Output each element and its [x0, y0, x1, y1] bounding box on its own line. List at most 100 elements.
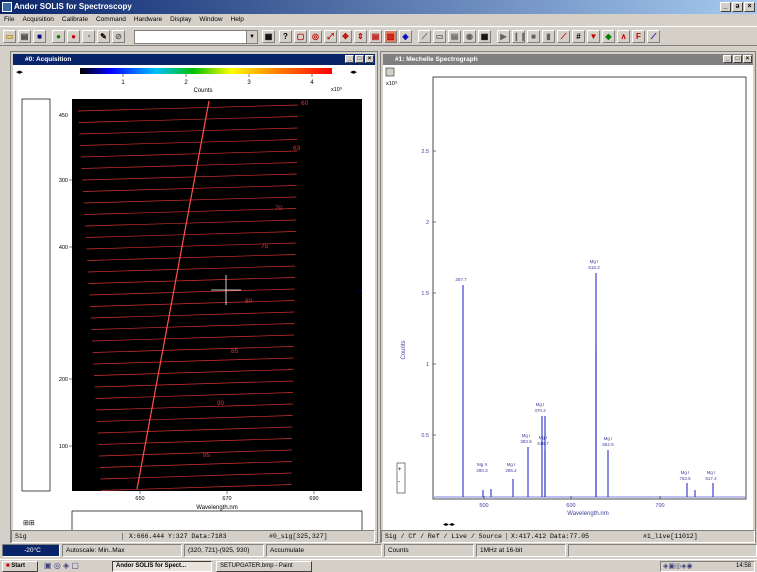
spectrum-icon[interactable]: ◆ — [602, 30, 615, 43]
trend-icon[interactable]: ⟋ — [647, 30, 660, 43]
pencil-icon[interactable]: ✎ — [97, 30, 110, 43]
zoom-icon[interactable]: ◎ — [309, 30, 322, 43]
fit-icon[interactable]: ⇕ — [354, 30, 367, 43]
y-scroll-control[interactable] — [396, 462, 406, 494]
spec-minimize-button[interactable]: _ — [723, 55, 732, 63]
open-icon[interactable]: ▭ — [3, 30, 16, 43]
spec-mode-tabs[interactable]: Sig / Cf / Ref / Live / Source — [385, 533, 507, 540]
peak-icon[interactable]: ⟋ — [418, 30, 431, 43]
move-icon[interactable]: ✥ — [339, 30, 352, 43]
colorbar-tick-label: 2 — [184, 80, 188, 86]
toolbar: ▭ ▤ ■ ● ● ◔ ✎ ⊘ ▼ ▦ ? ▢ ◎ ⤢ ✥ ⇕ ▤ ▥ ◈ ⟋ … — [0, 26, 757, 46]
overlay-icon[interactable]: ▤ — [369, 30, 382, 43]
frame-icon[interactable]: ▮ — [542, 30, 555, 43]
chevron-down-icon[interactable]: ▼ — [246, 31, 257, 43]
menu-hardware[interactable]: Hardware — [133, 16, 163, 23]
acquisition-mode-select[interactable]: ▼ — [134, 30, 258, 44]
live-icon[interactable]: ◈ — [399, 30, 412, 43]
run-icon[interactable]: ◔ — [82, 30, 95, 43]
colorbar-tick-label: 3 — [247, 80, 251, 86]
menu-calibrate[interactable]: Calibrate — [61, 16, 88, 23]
echelle-order — [80, 139, 298, 146]
acq-x-tick-label: 650 — [135, 496, 144, 502]
spec-maximize-button[interactable]: □ — [733, 55, 742, 63]
quick-launch-icons[interactable]: ▣ ◎ ◈ ▢ — [44, 561, 79, 570]
svg-text:516.7: 516.7 — [537, 441, 549, 446]
crosshair-cursor[interactable] — [211, 275, 241, 305]
graph-icon[interactable]: ▭ — [433, 30, 446, 43]
up-arrow-icon[interactable]: + — [398, 467, 402, 473]
scroll-left-icon[interactable]: ◂▸ — [16, 69, 24, 76]
acq-mode-tab[interactable]: Sig — [15, 533, 123, 540]
pen-icon[interactable]: F — [632, 30, 645, 43]
echelle-order — [84, 219, 297, 227]
acquisition-status-row: Sig X:666.444 Y:327 Data:7183 #0_sig[325… — [11, 530, 375, 543]
acq-y-tick-label: 400 — [59, 245, 68, 251]
grid-icon[interactable]: ▦ — [478, 30, 491, 43]
rescale-icon[interactable]: ⤢ — [324, 30, 337, 43]
menu-help[interactable]: Help — [230, 16, 244, 23]
cursor-icon[interactable]: ⟋ — [557, 30, 570, 43]
menu-window[interactable]: Window — [199, 16, 223, 23]
colorbar-tick-label: 1 — [121, 80, 125, 86]
start-button[interactable]: ■ Start — [2, 561, 38, 572]
spectrum-options-icon[interactable] — [385, 67, 395, 77]
image-icon[interactable]: ▥ — [384, 30, 397, 43]
hash-icon[interactable]: # — [572, 30, 585, 43]
stop-icon[interactable]: ■ — [527, 30, 540, 43]
acq-minimize-button[interactable]: _ — [345, 55, 354, 63]
region-icon[interactable]: ▢ — [294, 30, 307, 43]
print-icon[interactable]: ▤ — [18, 30, 31, 43]
restore-button[interactable]: ə — [732, 2, 743, 12]
help-button[interactable]: ? — [279, 30, 292, 43]
x-scroll-icon[interactable]: ◂▸◂▸ — [443, 522, 455, 528]
minimize-button[interactable]: _ — [720, 2, 731, 12]
cd-icon[interactable]: ◉ — [463, 30, 476, 43]
taskbar: ■ Start ▣ ◎ ◈ ▢ Andor SOLIS for Spect...… — [0, 559, 757, 572]
menu-command[interactable]: Command — [95, 16, 126, 23]
spec-close-button[interactable]: × — [743, 55, 752, 63]
play-icon[interactable]: ▶ — [497, 30, 510, 43]
scroll-right-icon[interactable]: ◂▸ — [350, 69, 358, 76]
take-signal-icon[interactable]: ● — [52, 30, 65, 43]
spectrograph-title: #1: Mechelle Spectrograph — [395, 56, 478, 63]
acq-maximize-button[interactable]: □ — [355, 55, 364, 63]
task-solis[interactable]: Andor SOLIS for Spect... — [112, 561, 212, 572]
echelle-order — [100, 472, 292, 480]
setup-icon[interactable]: ▦ — [262, 30, 275, 43]
app-icon — [2, 2, 12, 12]
right-marker: × — [359, 289, 363, 295]
svg-text:Mg I: Mg I — [604, 436, 613, 441]
peak-label-icon[interactable]: ∧ — [617, 30, 630, 43]
spectrograph-window: #1: Mechelle Spectrograph _ □ × x10³ 2.5… — [380, 51, 756, 543]
menu-file[interactable]: File — [4, 16, 15, 23]
pause-icon[interactable]: ❙❙ — [512, 30, 527, 43]
acquisition-title-bar: #0: Acquisition _ □ × — [13, 54, 375, 65]
spec-cursor-readout: X:417.412 Data:77.05 — [511, 533, 590, 540]
app-title: Andor SOLIS for Spectroscopy — [14, 2, 132, 11]
tray-icons[interactable]: ◈▣◎◈◉ — [663, 563, 693, 570]
acquisition-title: #0: Acquisition — [25, 56, 72, 63]
save-icon[interactable]: ■ — [33, 30, 46, 43]
down-arrow-icon[interactable]: - — [398, 479, 400, 485]
spec-y-tick-label: 1.5 — [421, 291, 429, 297]
svg-text:470.3: 470.3 — [534, 408, 546, 413]
filter-icon[interactable]: ▼ — [587, 30, 600, 43]
abort-icon[interactable]: ⊘ — [112, 30, 125, 43]
acq-close-button[interactable]: × — [365, 55, 374, 63]
menu-display[interactable]: Display — [170, 16, 192, 23]
take-background-icon[interactable]: ● — [67, 30, 80, 43]
echelle-order — [98, 438, 293, 445]
order-label: 80 — [245, 298, 253, 305]
echelle-order — [96, 403, 293, 411]
task-paint[interactable]: SETUPGATER.bmp - Paint — [216, 561, 312, 572]
close-button[interactable]: × — [744, 2, 755, 12]
table-icon[interactable]: ▤ — [448, 30, 461, 43]
zoom-arrows-icon[interactable]: ⊞⊞ — [23, 520, 35, 527]
echelle-order — [87, 254, 296, 261]
menu-acquisition[interactable]: Acquisition — [22, 16, 54, 23]
echelle-order — [88, 277, 296, 284]
spec-x-tick-label: 700 — [655, 503, 664, 509]
